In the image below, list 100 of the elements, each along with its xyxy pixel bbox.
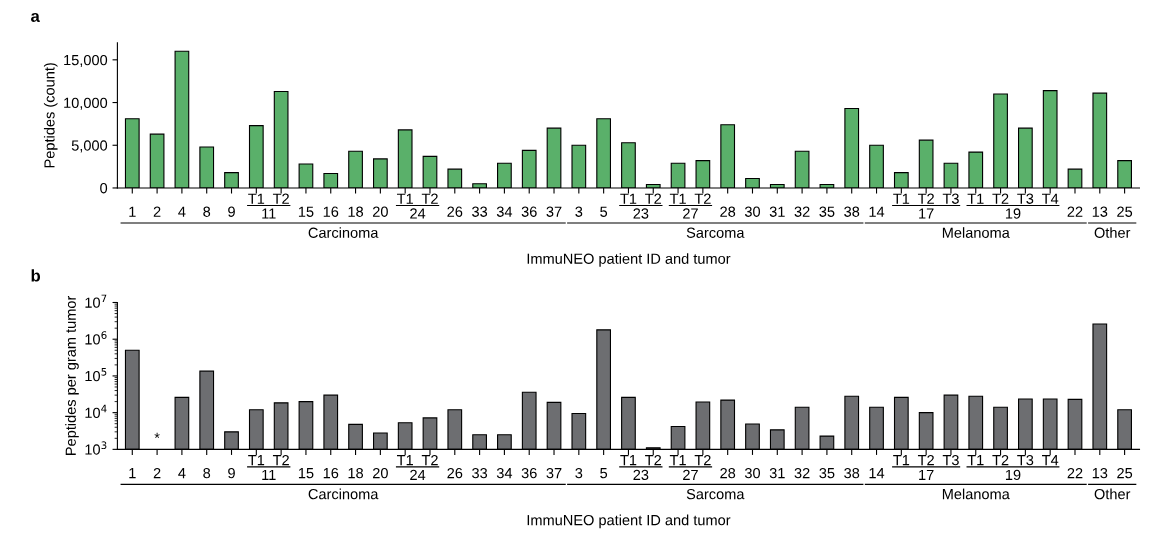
- x-tick-label: 38: [844, 467, 860, 479]
- x-tick-label: 16: [323, 467, 339, 479]
- x-tick-label: 31: [769, 206, 785, 217]
- text: 11: [262, 208, 276, 219]
- x-tick-label: T1: [248, 193, 265, 204]
- text: Carcinoma: [308, 488, 379, 500]
- x-axis-title: ImmuNEO patient ID and tumor: [527, 514, 731, 529]
- chart-title: a: [31, 12, 40, 23]
- y-tick-label: 10$^{6}$: [85, 331, 107, 345]
- x-tick-label: 37: [546, 467, 562, 479]
- x-tick-label: T4: [1042, 455, 1059, 466]
- x-tick-label: 14: [869, 468, 885, 479]
- x-tick-label: 28: [720, 206, 736, 217]
- x-tick-label: 35: [819, 467, 835, 479]
- x-tick-label: T1: [893, 455, 910, 466]
- x-tick-label: 13: [1092, 467, 1108, 479]
- x-tick-label: 33: [472, 467, 488, 479]
- x-tick-label: T2: [645, 193, 662, 204]
- y-tick-label: 15,000: [64, 54, 108, 67]
- x-tick-label: T1: [248, 455, 265, 466]
- x-tick-label: 22: [1067, 467, 1083, 479]
- x-tick-label: 4: [178, 468, 186, 479]
- x-tick-label: 20: [372, 467, 388, 479]
- x-tick-label: 32: [794, 467, 810, 479]
- x-tick-label: 36: [521, 467, 537, 479]
- y-tick-label: 10$^{7}$: [85, 294, 107, 308]
- x-tick-label: 25: [1117, 206, 1133, 217]
- x-tick-label: 2: [153, 467, 161, 479]
- y-tick-label: 10,000: [64, 97, 108, 110]
- x-tick-label: T1: [620, 455, 637, 466]
- x-tick-label: T2: [992, 193, 1009, 204]
- x-tick-label: 4: [178, 206, 186, 217]
- x-tick-label: T2: [917, 193, 934, 204]
- text: 19: [1005, 208, 1021, 219]
- x-axis-title: ImmuNEO patient ID and tumor: [527, 253, 731, 267]
- x-tick-label: 5: [600, 468, 608, 479]
- x-tick-label: T4: [1042, 193, 1059, 204]
- x-tick-label: 26: [447, 467, 463, 479]
- x-tick-label: 16: [323, 206, 339, 217]
- x-tick-label: T1: [396, 193, 413, 204]
- x-tick-label: 28: [720, 467, 736, 479]
- x-tick-label: T2: [272, 193, 289, 204]
- x-tick-label: T1: [967, 455, 984, 466]
- x-tick-label: 30: [744, 467, 761, 479]
- x-tick-label: 32: [794, 206, 810, 217]
- x-tick-label: 33: [472, 206, 488, 217]
- annotation: *: [154, 432, 160, 438]
- y-tick-label: 10$^{5}$: [85, 368, 107, 382]
- text: 17: [919, 469, 934, 480]
- x-tick-label: 34: [496, 206, 513, 217]
- y-tick-label: 10$^{4}$: [85, 404, 107, 418]
- x-tick-label: T2: [272, 454, 289, 466]
- x-tick-label: 18: [348, 467, 364, 479]
- x-tick-label: 25: [1117, 467, 1133, 479]
- x-tick-label: 30: [744, 206, 761, 217]
- x-tick-label: 18: [348, 206, 364, 217]
- y-tick-label: 10$^{3}$: [85, 441, 107, 455]
- text: Sarcoma: [686, 227, 745, 238]
- x-tick-label: 14: [869, 206, 885, 217]
- x-tick-label: T3: [942, 193, 959, 204]
- text: 17: [919, 208, 934, 219]
- x-tick-label: 35: [819, 206, 835, 217]
- x-tick-label: 2: [153, 206, 161, 217]
- x-tick-label: 3: [575, 206, 583, 217]
- text: 23: [633, 469, 649, 481]
- x-tick-label: T1: [620, 193, 637, 204]
- x-tick-label: 20: [372, 206, 388, 217]
- x-tick-label: T1: [967, 193, 984, 204]
- y-axis-title: Peptides (count): [43, 63, 58, 168]
- x-tick-label: T2: [992, 454, 1009, 466]
- text: 24: [410, 208, 426, 219]
- text: Other: [1094, 227, 1131, 238]
- text: 23: [633, 208, 649, 219]
- x-tick-label: 5: [600, 206, 608, 217]
- x-tick-label: 15: [298, 206, 314, 217]
- text: 11: [262, 469, 276, 480]
- text: Sarcoma: [686, 488, 745, 500]
- x-tick-label: 9: [228, 206, 235, 217]
- x-tick-label: T1: [669, 455, 686, 466]
- x-tick-label: 38: [844, 206, 860, 217]
- x-tick-label: T1: [669, 193, 686, 204]
- x-tick-label: T2: [421, 193, 438, 204]
- x-tick-label: T1: [396, 455, 413, 466]
- x-tick-label: T1: [893, 193, 910, 204]
- x-tick-label: 8: [203, 206, 211, 217]
- x-tick-label: 31: [769, 467, 785, 479]
- x-tick-label: 13: [1092, 206, 1108, 217]
- x-tick-label: 34: [496, 467, 513, 479]
- text: 27: [683, 208, 698, 219]
- x-tick-label: 3: [575, 467, 583, 479]
- y-tick-label: 5,000: [71, 140, 108, 153]
- x-tick-label: T3: [1017, 193, 1034, 204]
- x-tick-label: T2: [645, 454, 662, 466]
- x-tick-label: 15: [298, 468, 314, 479]
- x-tick-label: 36: [521, 206, 537, 217]
- x-tick-label: T2: [421, 454, 438, 466]
- x-tick-label: T2: [694, 454, 711, 466]
- text: 27: [683, 469, 698, 480]
- x-tick-label: T2: [917, 454, 934, 466]
- text: Other: [1094, 488, 1131, 500]
